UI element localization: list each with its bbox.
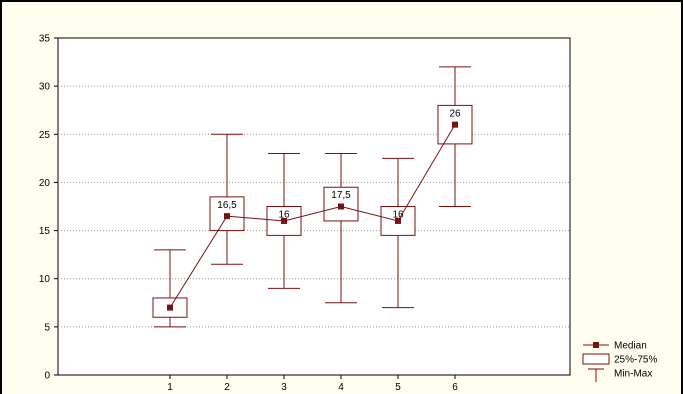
y-tick-label: 30 [39, 82, 51, 93]
x-tick-label: 1 [167, 382, 173, 393]
median-marker [224, 213, 230, 220]
y-tick-label: 10 [39, 274, 51, 285]
median-data-label: 17,5 [331, 190, 351, 201]
median-data-label: 16 [392, 210, 404, 221]
median-data-label: 16 [278, 210, 290, 221]
y-tick-label: 35 [39, 34, 51, 45]
median-data-label: 16,5 [217, 200, 237, 211]
legend-median-marker [593, 342, 599, 348]
y-tick-label: 0 [44, 371, 50, 382]
y-tick-label: 20 [39, 178, 51, 189]
median-marker [281, 217, 287, 224]
median-line [169, 124, 456, 308]
x-tick-label: 4 [338, 382, 344, 393]
legend-median-label: Median [614, 341, 647, 352]
x-tick-label: 6 [452, 382, 458, 393]
median-marker [452, 121, 458, 128]
x-tick-label: 2 [224, 382, 230, 393]
legend-box-swatch [582, 353, 610, 365]
x-tick-label: 3 [281, 382, 287, 393]
x-tick-label: 5 [395, 382, 401, 393]
y-tick-label: 5 [44, 322, 50, 333]
plot-area [57, 37, 571, 376]
y-tick-label: 25 [39, 130, 51, 141]
median-marker [167, 304, 173, 311]
box-group-6 [437, 66, 473, 207]
median-data-label: 26 [449, 108, 461, 119]
legend-box-label: 25%-75% [614, 355, 657, 366]
median-marker [338, 203, 344, 210]
median-marker [395, 217, 401, 224]
y-tick-label: 15 [39, 226, 51, 237]
legend: Median 25%-75% Min-Max [582, 341, 657, 382]
legend-whisker-label: Min-Max [614, 369, 652, 380]
